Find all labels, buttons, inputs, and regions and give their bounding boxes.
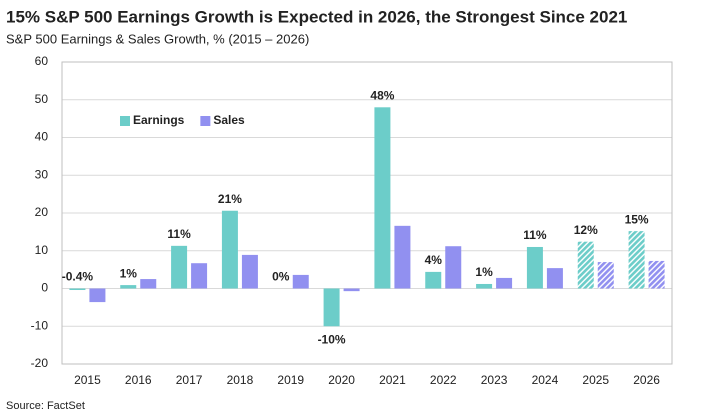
bar	[171, 245, 188, 289]
chart-subtitle: S&P 500 Earnings & Sales Growth, % (2015…	[6, 31, 309, 46]
bar	[343, 288, 360, 292]
bar	[374, 107, 391, 289]
y-tick-label: 10	[35, 243, 49, 257]
value-label: -10%	[318, 332, 346, 346]
bar	[597, 262, 614, 289]
value-label: 0%	[272, 270, 290, 284]
x-tick-label: 2019	[277, 373, 304, 387]
y-tick-label: 50	[35, 92, 49, 106]
y-tick-label: 0	[41, 281, 48, 295]
y-tick-label: 20	[35, 205, 49, 219]
x-tick-label: 2020	[328, 373, 355, 387]
value-label: 21%	[218, 192, 242, 206]
x-tick-label: 2025	[582, 373, 609, 387]
y-tick-label: 40	[35, 130, 49, 144]
source: Source: FactSet	[6, 400, 85, 412]
bar	[191, 263, 208, 289]
legend-label: Earnings	[133, 113, 185, 127]
plot-border	[61, 61, 673, 365]
y-tick-label: 30	[35, 167, 49, 181]
value-label: 11%	[523, 228, 547, 242]
value-label: 48%	[370, 88, 394, 102]
x-tick-label: 2021	[379, 373, 406, 387]
x-tick-label: 2018	[227, 373, 254, 387]
value-label: 15%	[625, 212, 649, 226]
x-tick-label: 2023	[481, 373, 508, 387]
bar	[526, 246, 543, 289]
bar	[496, 277, 513, 289]
value-label: 11%	[167, 227, 191, 241]
bar	[69, 288, 86, 291]
x-tick-label: 2024	[532, 373, 559, 387]
legend-label: Sales	[213, 113, 245, 127]
x-tick-label: 2026	[633, 373, 660, 387]
value-label: 1%	[475, 265, 493, 279]
bar	[394, 225, 411, 289]
bar	[628, 231, 645, 289]
bar	[577, 241, 594, 289]
bar	[425, 271, 442, 289]
x-tick-label: 2017	[176, 373, 203, 387]
bar	[546, 268, 563, 289]
bar	[445, 246, 462, 289]
x-tick-label: 2015	[74, 373, 101, 387]
y-tick-label: -10	[31, 318, 49, 332]
bar	[89, 288, 106, 303]
bar	[648, 260, 665, 289]
y-tick-label: 60	[35, 54, 49, 68]
value-label: 1%	[120, 266, 138, 280]
value-label: 12%	[574, 223, 598, 237]
legend-swatch	[120, 116, 130, 126]
bar	[476, 283, 493, 289]
value-label: 4%	[425, 253, 443, 267]
bar	[120, 285, 137, 289]
value-label: -0.4%	[62, 270, 94, 284]
bar	[323, 288, 340, 327]
x-tick-label: 2022	[430, 373, 457, 387]
bar	[241, 254, 258, 289]
y-tick-label: -20	[31, 356, 49, 370]
x-tick-label: 2016	[125, 373, 152, 387]
bar	[221, 210, 238, 289]
bar	[140, 279, 157, 289]
legend-swatch	[200, 116, 211, 126]
bar	[292, 274, 309, 289]
chart-title: 15% S&P 500 Earnings Growth is Expected …	[6, 7, 627, 26]
